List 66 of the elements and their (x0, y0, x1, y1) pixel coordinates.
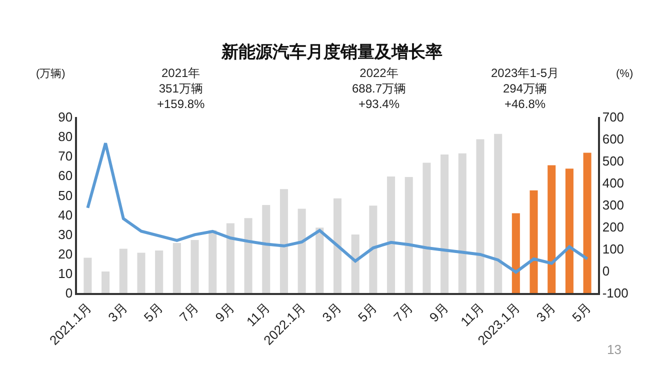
bar (583, 152, 592, 293)
bar (476, 139, 484, 293)
y2-tick-label: 100 (602, 242, 624, 257)
bar (548, 165, 556, 293)
bar (155, 250, 164, 293)
y2-tick-label: 700 (602, 110, 624, 125)
bar (387, 176, 396, 293)
bar (262, 205, 270, 293)
text: 13 (607, 342, 622, 357)
x-tick-label: 3月 (105, 300, 130, 325)
y2-tick-label: 400 (602, 176, 624, 191)
x-tick-label: 5月 (354, 300, 380, 325)
bar (119, 248, 128, 293)
bar (458, 153, 466, 293)
text: 2023年1-5月 294万辆 +46.8% (491, 66, 560, 112)
bar (369, 206, 378, 293)
y-tick-label: 90 (58, 110, 73, 125)
bar (494, 134, 502, 293)
y2-tick-label: 0 (602, 264, 610, 279)
bar (208, 230, 217, 293)
chart-title: 新能源汽车月度销量及增长率 (220, 42, 442, 62)
x-tick-label: 9月 (212, 300, 238, 325)
y2-tick-label: 300 (602, 198, 624, 213)
x-tick-label: 5月 (569, 300, 594, 325)
bar (172, 242, 181, 293)
y2-tick-label: 600 (602, 132, 624, 147)
bar (440, 154, 449, 293)
line-series (86, 142, 589, 274)
bar (244, 218, 252, 293)
bar (102, 271, 110, 293)
y2-axis-title: (%) (616, 68, 634, 80)
text: 2021年 351万辆 +159.8% (157, 66, 206, 112)
y-tick-label: 60 (58, 168, 73, 184)
y2-tick-label: -100 (602, 286, 628, 301)
y-tick-label: 50 (58, 188, 73, 203)
bar (226, 223, 234, 293)
bar (422, 162, 431, 293)
bar (280, 189, 288, 293)
bar (84, 258, 92, 293)
y-tick-label: 20 (58, 246, 73, 262)
bar (190, 240, 199, 293)
y-tick-label: 30 (58, 226, 73, 242)
y2-tick-label: 200 (602, 220, 624, 235)
bar (404, 177, 413, 293)
y-tick-label: 80 (58, 129, 73, 144)
y-tick-label: 0 (65, 286, 73, 301)
bar (351, 234, 360, 293)
y-tick-label: 40 (58, 207, 73, 222)
y-tick-label: 10 (58, 266, 73, 281)
y-tick-label: 70 (58, 148, 73, 164)
x-tick-label: 3月 (533, 300, 558, 325)
y-axis-title: (万辆) (36, 68, 66, 80)
bar (565, 168, 574, 293)
bar (316, 228, 324, 293)
x-tick-label: 7月 (176, 300, 202, 325)
bar (530, 190, 538, 293)
text: 2022年 688.7万辆 +93.4% (352, 66, 406, 112)
bar (137, 252, 146, 293)
x-tick-label: 3月 (319, 300, 344, 325)
bar (333, 198, 342, 293)
x-tick-label: 7月 (390, 300, 416, 325)
bar (298, 208, 306, 293)
x-tick-label: 9月 (426, 300, 452, 325)
y2-tick-label: 500 (602, 154, 624, 169)
x-tick-label: 5月 (140, 300, 166, 325)
bar (512, 213, 520, 293)
